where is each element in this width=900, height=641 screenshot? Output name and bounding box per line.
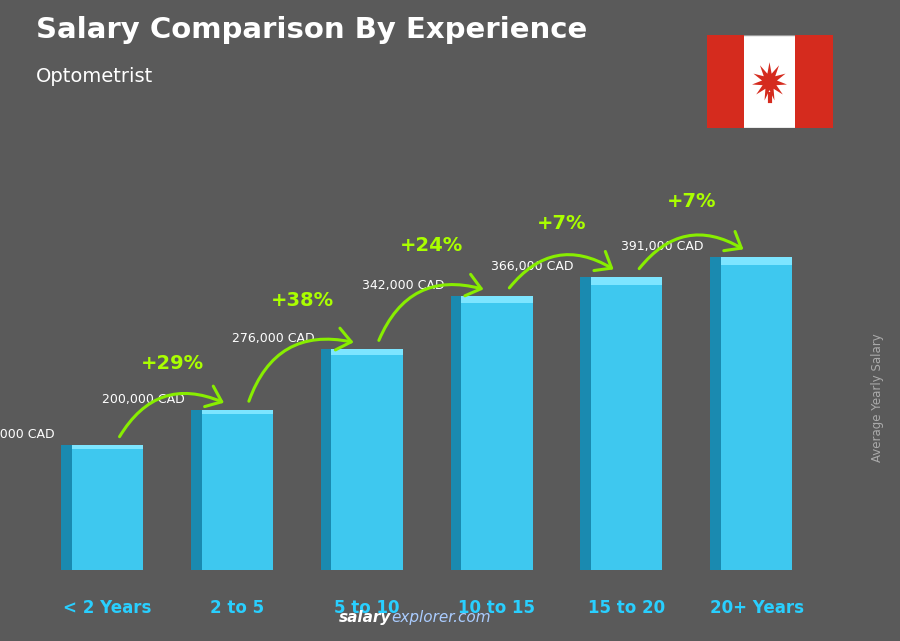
Text: 15 to 20: 15 to 20 <box>589 599 665 617</box>
FancyBboxPatch shape <box>61 445 72 570</box>
FancyArrowPatch shape <box>509 251 612 288</box>
Text: 2 to 5: 2 to 5 <box>211 599 265 617</box>
FancyBboxPatch shape <box>710 257 721 265</box>
Text: salary: salary <box>339 610 392 625</box>
Text: Salary Comparison By Experience: Salary Comparison By Experience <box>36 16 587 44</box>
FancyBboxPatch shape <box>710 257 721 570</box>
FancyBboxPatch shape <box>461 296 533 303</box>
Text: 391,000 CAD: 391,000 CAD <box>621 240 704 253</box>
FancyBboxPatch shape <box>191 410 202 570</box>
Text: 5 to 10: 5 to 10 <box>334 599 400 617</box>
FancyArrowPatch shape <box>120 386 221 437</box>
FancyArrowPatch shape <box>379 274 482 340</box>
FancyArrowPatch shape <box>639 231 742 269</box>
FancyBboxPatch shape <box>320 349 331 570</box>
FancyBboxPatch shape <box>202 410 273 570</box>
FancyArrowPatch shape <box>249 328 351 401</box>
FancyBboxPatch shape <box>331 349 403 570</box>
Text: +38%: +38% <box>271 291 334 310</box>
FancyBboxPatch shape <box>721 257 792 570</box>
FancyBboxPatch shape <box>451 296 461 303</box>
Text: +7%: +7% <box>667 192 716 211</box>
FancyBboxPatch shape <box>72 445 143 449</box>
Text: < 2 Years: < 2 Years <box>63 599 151 617</box>
Text: +7%: +7% <box>537 214 587 233</box>
Text: 342,000 CAD: 342,000 CAD <box>362 279 444 292</box>
FancyBboxPatch shape <box>706 35 832 128</box>
FancyBboxPatch shape <box>451 296 461 570</box>
Text: explorer.com: explorer.com <box>392 610 491 625</box>
Text: +24%: +24% <box>400 236 464 254</box>
FancyBboxPatch shape <box>202 410 273 414</box>
Text: 20+ Years: 20+ Years <box>709 599 804 617</box>
Text: 10 to 15: 10 to 15 <box>458 599 536 617</box>
FancyBboxPatch shape <box>795 35 833 128</box>
FancyBboxPatch shape <box>706 35 744 128</box>
FancyBboxPatch shape <box>72 445 143 570</box>
Text: 200,000 CAD: 200,000 CAD <box>102 393 184 406</box>
FancyBboxPatch shape <box>331 349 403 355</box>
Text: 276,000 CAD: 276,000 CAD <box>231 332 314 345</box>
FancyBboxPatch shape <box>591 277 662 570</box>
Text: 156,000 CAD: 156,000 CAD <box>0 428 55 442</box>
Polygon shape <box>752 62 787 101</box>
Text: 366,000 CAD: 366,000 CAD <box>491 260 574 273</box>
FancyBboxPatch shape <box>461 296 533 570</box>
FancyBboxPatch shape <box>580 277 591 285</box>
Text: Average Yearly Salary: Average Yearly Salary <box>871 333 884 462</box>
Text: Optometrist: Optometrist <box>36 67 153 87</box>
Text: +29%: +29% <box>140 354 204 373</box>
FancyBboxPatch shape <box>61 445 72 449</box>
FancyBboxPatch shape <box>191 410 202 414</box>
FancyBboxPatch shape <box>591 277 662 285</box>
FancyBboxPatch shape <box>580 277 591 570</box>
FancyBboxPatch shape <box>721 257 792 265</box>
FancyBboxPatch shape <box>320 349 331 355</box>
